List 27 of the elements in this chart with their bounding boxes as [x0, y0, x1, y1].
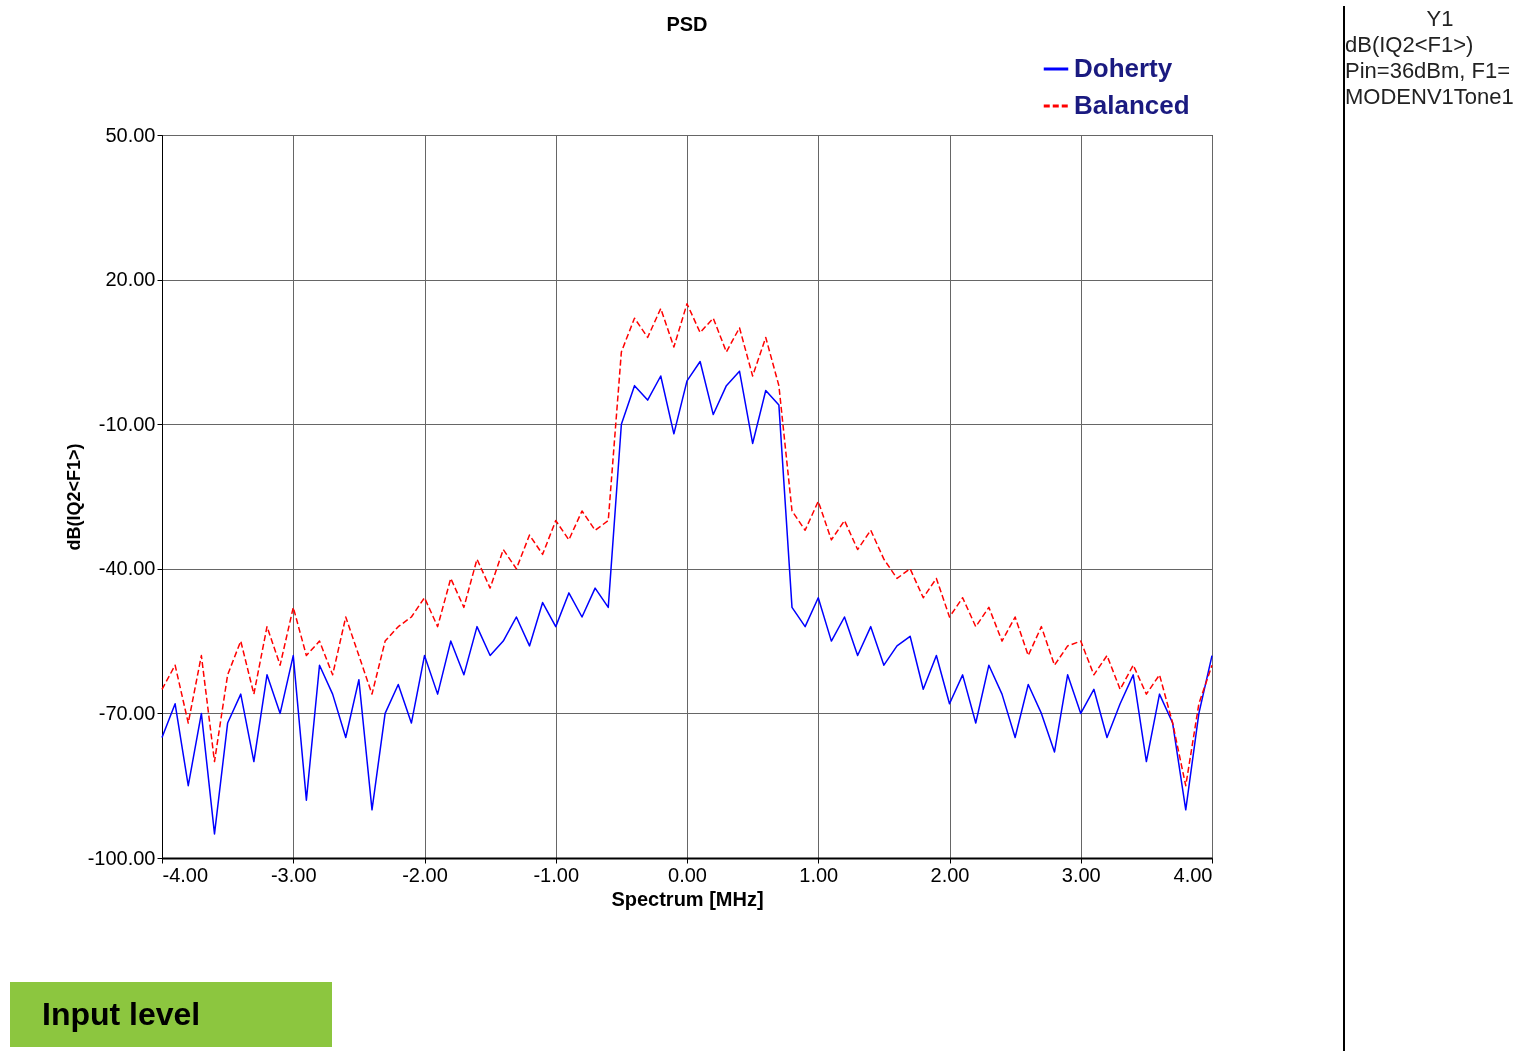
legend-label: Balanced	[1074, 90, 1190, 120]
line-series	[161, 302, 1213, 787]
y-axis-title: dB(IQ2<F1>)	[63, 443, 84, 551]
x-tick-label: 4.00	[1173, 863, 1213, 886]
y-tick-label: 50.00	[105, 123, 156, 146]
y-tick-label: -100.00	[87, 846, 156, 869]
text: Pin=36dBm, F1=	[1345, 58, 1512, 84]
text: MODENV1Tone1	[1345, 84, 1515, 110]
x-tick-label: -4.00	[162, 863, 209, 886]
x-tick-label: 1.00	[799, 863, 839, 886]
y-tick-label: -40.00	[98, 557, 156, 580]
text: dB(IQ2<F1>)	[1345, 32, 1475, 58]
x-tick-label: 3.00	[1061, 863, 1101, 886]
text: Input level	[10, 982, 332, 1047]
y-tick-label: -70.00	[98, 701, 156, 724]
x-tick-label: 2.00	[930, 863, 970, 886]
x-tick-label: -1.00	[533, 863, 580, 886]
x-axis-title: Spectrum [MHz]	[611, 887, 764, 910]
text: Y1	[1425, 6, 1455, 32]
chart-title: PSD	[666, 13, 708, 35]
y-tick-label: -10.00	[98, 412, 156, 435]
y-tick-label: 20.00	[105, 268, 156, 291]
x-tick-label: -2.00	[402, 863, 448, 886]
x-tick-label: 0.00	[668, 863, 707, 886]
legend-label: Doherty	[1074, 53, 1173, 83]
x-tick-label: -3.00	[270, 863, 317, 886]
line-series	[161, 360, 1213, 835]
